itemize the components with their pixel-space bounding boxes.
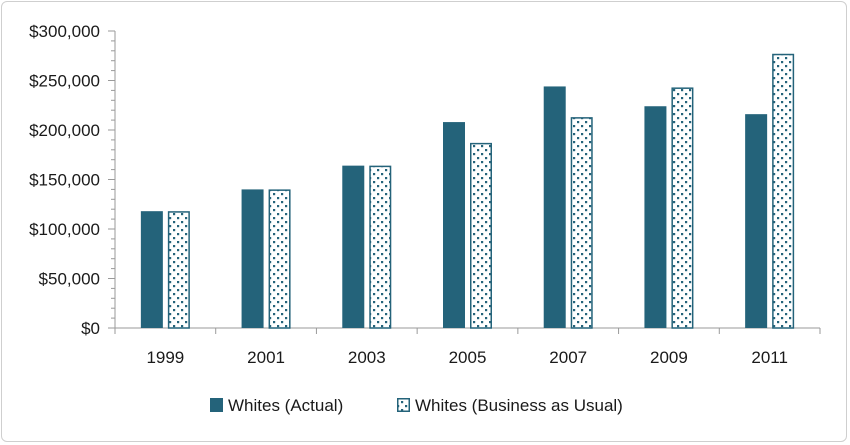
x-tick-labels: 1999 2001 2003 2005 2007 2009 2011: [146, 348, 787, 367]
x-tick-label: 2001: [247, 348, 285, 367]
legend-label: Whites (Business as Usual): [415, 396, 623, 415]
bars: [140, 53, 795, 329]
bar-actual: [140, 211, 163, 328]
x-tick-label: 1999: [146, 348, 184, 367]
bar-business-as-usual: [772, 53, 795, 329]
bar-business-as-usual: [167, 211, 190, 329]
x-tick-label: 2003: [348, 348, 386, 367]
bar-business-as-usual: [268, 189, 291, 329]
y-tick-label: $200,000: [29, 121, 100, 140]
bar-actual: [241, 189, 264, 328]
bar-actual: [543, 86, 566, 328]
legend-swatch-actual: [210, 398, 223, 412]
x-tick-label: 2009: [650, 348, 688, 367]
legend-swatch-business-as-usual: [397, 398, 410, 412]
axes: [108, 30, 821, 334]
x-tick-label: 2007: [549, 348, 587, 367]
bar-business-as-usual: [671, 87, 694, 329]
y-tick-label: $250,000: [29, 72, 100, 91]
bar-actual: [443, 122, 465, 328]
bar-business-as-usual: [369, 165, 392, 329]
bar-business-as-usual: [570, 117, 593, 329]
bar-actual: [644, 106, 667, 329]
x-tick-label: 2005: [449, 348, 487, 367]
bar-actual: [745, 114, 768, 328]
y-tick-label: $50,000: [39, 270, 100, 289]
legend-label: Whites (Actual): [228, 396, 343, 415]
bar-actual: [342, 165, 365, 328]
legend: Whites (Actual) Whites (Business as Usual…: [210, 396, 623, 415]
bar-business-as-usual: [470, 142, 492, 329]
x-tick-label: 2011: [751, 348, 788, 367]
y-tick-label: $150,000: [29, 171, 100, 190]
y-tick-labels: $0 $50,000 $100,000 $150,000 $200,000 $250,00…: [29, 22, 100, 338]
y-tick-label: $300,000: [29, 22, 100, 41]
y-tick-label: $100,000: [29, 220, 100, 239]
y-tick-label: $0: [81, 319, 100, 338]
